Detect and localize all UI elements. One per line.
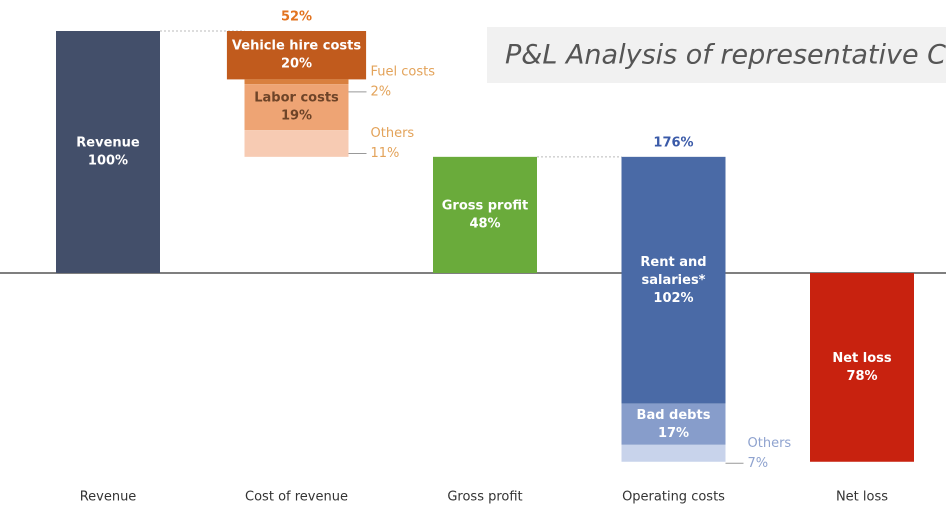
data-label: 17% — [658, 426, 689, 441]
group-total-label: 52% — [281, 10, 312, 25]
bar-segment — [226, 31, 367, 80]
x-tick-label: Revenue — [80, 490, 137, 505]
x-tick-label: Cost of revenue — [245, 490, 348, 505]
segment-name: Vehicle hire costs — [232, 39, 361, 54]
segment-name: Fuel costs — [371, 64, 436, 79]
data-label: 102% — [653, 291, 693, 306]
x-tick-label: Operating costs — [622, 490, 725, 505]
data-label: 20% — [281, 57, 312, 72]
bar-segment — [621, 403, 726, 445]
data-label: 19% — [281, 109, 312, 124]
group-total-label: 176% — [653, 135, 693, 150]
bar-segment — [56, 31, 160, 273]
bar-segment — [621, 444, 726, 462]
segment-name: Bad debts — [637, 408, 711, 423]
data-label: 48% — [469, 216, 500, 231]
bar-segment — [244, 84, 349, 131]
chart-title: P&L Analysis of representative C — [505, 40, 946, 71]
data-label: 2% — [371, 84, 392, 99]
bar-segment — [244, 130, 349, 157]
segment-name: Others — [748, 436, 792, 451]
data-label: 78% — [846, 369, 877, 384]
bar-segment — [810, 273, 914, 462]
segment-name: Labor costs — [254, 91, 339, 106]
data-label: 7% — [748, 456, 769, 471]
segment-name: Gross profit — [442, 198, 529, 213]
segment-name: salaries* — [642, 273, 706, 288]
segment-name: Rent and — [640, 255, 706, 270]
data-label: 11% — [371, 146, 400, 161]
bar-segment — [621, 156, 726, 404]
bar-segment — [244, 79, 349, 85]
x-tick-label: Net loss — [836, 490, 888, 505]
title-box — [487, 27, 946, 83]
segment-name: Revenue — [76, 136, 140, 151]
data-label: 100% — [88, 154, 128, 169]
x-tick-label: Gross profit — [447, 490, 522, 505]
bar-segment — [433, 156, 537, 273]
segment-name: Net loss — [832, 351, 892, 366]
segment-name: Others — [371, 126, 415, 141]
